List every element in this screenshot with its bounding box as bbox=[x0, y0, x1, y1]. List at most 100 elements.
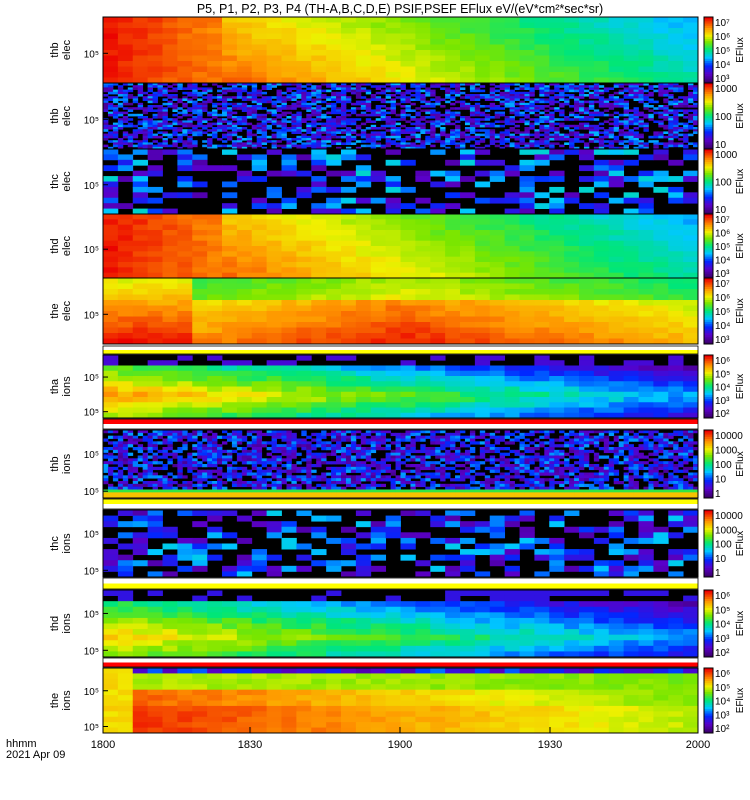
heatmap-cell bbox=[534, 203, 550, 209]
heatmap-cell bbox=[415, 311, 431, 317]
heatmap-cell bbox=[152, 455, 158, 459]
heatmap-cell bbox=[341, 44, 357, 51]
heatmap-cell bbox=[222, 61, 238, 67]
heatmap-cell bbox=[593, 246, 610, 252]
heatmap-cell bbox=[445, 338, 461, 345]
heatmap-cell bbox=[435, 111, 441, 115]
heatmap-cell bbox=[316, 131, 322, 134]
heatmap-cell bbox=[415, 118, 421, 121]
colorbar-segment bbox=[704, 205, 713, 208]
heatmap-cell bbox=[489, 107, 496, 110]
heatmap-cell bbox=[688, 94, 694, 97]
heatmap-cell bbox=[489, 278, 506, 284]
heatmap-cell bbox=[117, 22, 134, 29]
heatmap-cell bbox=[544, 144, 550, 148]
heatmap-cell bbox=[370, 144, 377, 148]
heatmap-cell bbox=[162, 294, 178, 301]
heatmap-cell bbox=[464, 107, 471, 110]
heatmap-cell bbox=[162, 28, 178, 34]
heatmap-cell bbox=[658, 142, 664, 145]
heatmap-cell bbox=[266, 272, 282, 279]
heatmap-cell bbox=[564, 381, 580, 387]
heatmap-cell bbox=[628, 142, 634, 145]
heatmap-cell bbox=[117, 230, 134, 236]
heatmap-cell bbox=[425, 94, 431, 97]
heatmap-cell bbox=[147, 300, 163, 306]
heatmap-cell bbox=[341, 386, 357, 393]
heatmap-cell bbox=[683, 102, 689, 106]
heatmap-cell bbox=[127, 464, 134, 468]
heatmap-cell bbox=[385, 55, 401, 62]
colorbar-segment bbox=[704, 216, 713, 219]
heatmap-cell bbox=[539, 107, 545, 110]
heatmap-cell bbox=[564, 22, 580, 29]
heatmap-cell bbox=[460, 142, 466, 145]
heatmap-cell bbox=[251, 376, 268, 382]
heatmap-cell bbox=[460, 144, 466, 148]
heatmap-cell bbox=[251, 333, 268, 339]
heatmap-cell bbox=[638, 338, 654, 345]
heatmap-cell bbox=[479, 96, 486, 99]
heatmap-cell bbox=[623, 118, 629, 121]
heatmap-cell bbox=[192, 133, 198, 137]
heatmap-cell bbox=[147, 109, 153, 112]
heatmap-cell bbox=[489, 138, 496, 141]
heatmap-cell bbox=[593, 412, 610, 419]
heatmap-cell bbox=[613, 105, 620, 108]
colorbar-segment bbox=[704, 361, 713, 364]
heatmap-cell bbox=[519, 33, 535, 40]
heatmap-cell bbox=[425, 111, 431, 115]
heatmap-cell bbox=[336, 146, 342, 150]
heatmap-cell bbox=[608, 386, 625, 393]
heatmap-cell bbox=[370, 365, 387, 372]
heatmap-cell bbox=[311, 113, 317, 117]
heatmap-cell bbox=[281, 129, 287, 132]
heatmap-cell bbox=[400, 186, 416, 193]
heatmap-cell bbox=[177, 146, 183, 150]
heatmap-cell bbox=[430, 402, 446, 408]
heatmap-cell bbox=[291, 91, 297, 95]
heatmap-cell bbox=[593, 124, 600, 128]
heatmap-cell bbox=[251, 240, 268, 247]
heatmap-cell bbox=[400, 338, 416, 345]
heatmap-cell bbox=[132, 22, 149, 29]
heatmap-cell bbox=[296, 224, 312, 231]
heatmap-cell bbox=[668, 77, 684, 84]
heatmap-cell bbox=[430, 412, 446, 419]
heatmap-cell bbox=[222, 338, 238, 345]
heatmap-cell bbox=[658, 85, 664, 88]
heatmap-cell bbox=[187, 109, 193, 112]
colorbar-segment bbox=[704, 275, 713, 279]
heatmap-cell bbox=[469, 131, 476, 134]
heatmap-cell bbox=[638, 272, 654, 279]
colorbar-segment bbox=[704, 94, 713, 97]
heatmap-cell bbox=[628, 94, 634, 97]
heatmap-cell bbox=[653, 289, 669, 295]
heatmap-cell bbox=[583, 89, 590, 93]
heatmap-cell bbox=[172, 83, 178, 86]
heatmap-cell bbox=[266, 365, 282, 372]
heatmap-cell bbox=[460, 39, 476, 45]
heatmap-cell bbox=[450, 142, 456, 145]
heatmap-cell bbox=[564, 407, 580, 414]
heatmap-cell bbox=[653, 17, 669, 23]
heatmap-cell bbox=[212, 135, 218, 139]
heatmap-cell bbox=[574, 118, 580, 121]
heatmap-cell bbox=[127, 94, 134, 97]
heatmap-cell bbox=[455, 113, 461, 117]
heatmap-cell bbox=[445, 77, 461, 84]
heatmap-cell bbox=[336, 135, 342, 139]
heatmap-cell bbox=[241, 85, 248, 88]
heatmap-cell bbox=[579, 83, 585, 86]
heatmap-cell bbox=[236, 154, 253, 161]
heatmap-cell bbox=[311, 391, 327, 398]
heatmap-cell bbox=[112, 466, 119, 471]
heatmap-cell bbox=[162, 251, 178, 258]
heatmap-cell bbox=[524, 105, 530, 108]
heatmap-cell bbox=[559, 135, 565, 139]
heatmap-cell bbox=[132, 140, 139, 143]
heatmap-cell bbox=[212, 113, 218, 117]
heatmap-cell bbox=[574, 146, 580, 150]
heatmap-cell bbox=[509, 144, 515, 148]
heatmap-cell bbox=[504, 327, 520, 334]
